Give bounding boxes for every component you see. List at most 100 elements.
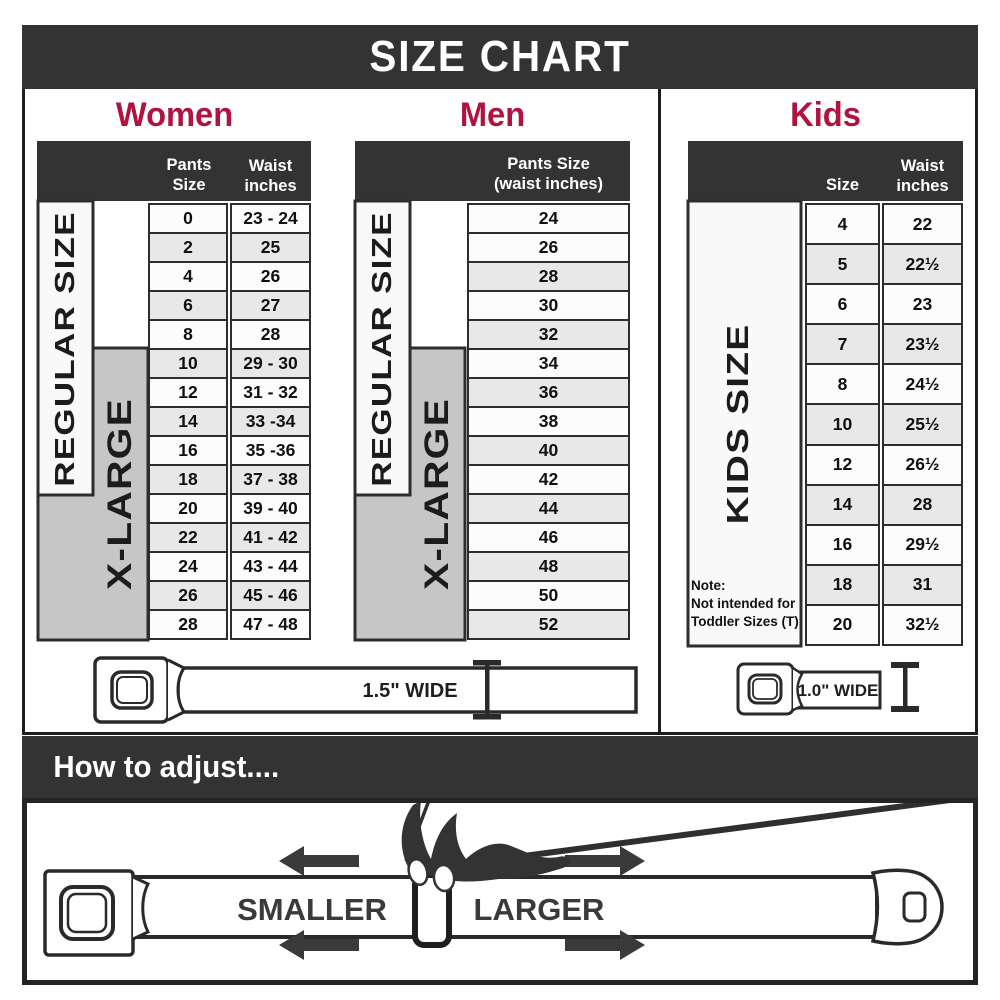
size-cell: 18 bbox=[148, 464, 228, 495]
size-row: 22 41 - 42 bbox=[148, 522, 311, 553]
frame-bottom-border bbox=[22, 732, 978, 735]
kids-toddler-note: Note: Not intended for Toddler Sizes (T) bbox=[691, 578, 799, 629]
waist-cell: 32½ bbox=[882, 603, 963, 647]
waist-cell: 35 -36 bbox=[230, 435, 311, 466]
size-cell: 22 bbox=[148, 522, 228, 553]
size-cell: 4 bbox=[805, 203, 880, 246]
women-size-table: 0 23 - 24 2 25 4 26 6 27 8 28 10 29 - 30 12 31 - 32 14… bbox=[148, 203, 311, 640]
size-cell: 18 bbox=[805, 563, 880, 606]
size-row: 12 31 - 32 bbox=[148, 377, 311, 408]
size-cell: 28 bbox=[467, 261, 630, 292]
how-to-adjust-bar: How to adjust.... bbox=[22, 736, 978, 798]
size-row: 42 bbox=[467, 464, 630, 495]
waist-cell: 22 bbox=[882, 203, 963, 246]
size-row: 14 33 -34 bbox=[148, 406, 311, 437]
size-cell: 50 bbox=[467, 580, 630, 611]
size-row: 40 bbox=[467, 435, 630, 466]
larger-label: LARGER bbox=[474, 892, 605, 927]
size-cell: 44 bbox=[467, 493, 630, 524]
size-row: 34 bbox=[467, 348, 630, 379]
size-row: 16 29½ bbox=[805, 523, 963, 566]
size-row: 2 25 bbox=[148, 232, 311, 263]
size-row: 16 35 -36 bbox=[148, 435, 311, 466]
size-row: 24 43 - 44 bbox=[148, 551, 311, 582]
size-cell: 34 bbox=[467, 348, 630, 379]
size-cell: 8 bbox=[148, 319, 228, 350]
women-size-range-labels: REGULAR SIZE X-LARGE bbox=[36, 199, 150, 642]
waist-cell: 28 bbox=[230, 319, 311, 350]
waist-cell: 29½ bbox=[882, 523, 963, 566]
waist-cell: 45 - 46 bbox=[230, 580, 311, 611]
size-cell: 32 bbox=[467, 319, 630, 350]
waist-cell: 47 - 48 bbox=[230, 609, 311, 640]
size-row: 18 37 - 38 bbox=[148, 464, 311, 495]
men-size-table: 24 26 28 30 32 34 36 38 40 42 44 46 48 50 52 bbox=[467, 203, 630, 640]
kids-table-header: Size Waist inches bbox=[688, 141, 963, 201]
size-row: 14 28 bbox=[805, 483, 963, 526]
size-cell: 20 bbox=[148, 493, 228, 524]
women-regular-size-label: REGULAR SIZE bbox=[48, 211, 80, 487]
size-row: 44 bbox=[467, 493, 630, 524]
page-title: SIZE CHART bbox=[369, 32, 631, 81]
size-row: 10 29 - 30 bbox=[148, 348, 311, 379]
waist-cell: 28 bbox=[882, 483, 963, 526]
men-regular-size-label: REGULAR SIZE bbox=[365, 211, 397, 487]
size-cell: 16 bbox=[148, 435, 228, 466]
size-cell: 20 bbox=[805, 603, 880, 647]
width-measure-mark bbox=[485, 661, 490, 718]
kids-section-divider bbox=[658, 89, 661, 735]
waist-cell: 25½ bbox=[882, 403, 963, 446]
waist-cell: 25 bbox=[230, 232, 311, 263]
women-xlarge-label: X-LARGE bbox=[100, 398, 138, 590]
size-row: 10 25½ bbox=[805, 403, 963, 446]
men-pants-size-column-header: Pants Size (waist inches) bbox=[493, 155, 604, 193]
kids-waist-column-header: Waist inches bbox=[896, 157, 949, 195]
size-row: 36 bbox=[467, 377, 630, 408]
smaller-arrow-top bbox=[279, 846, 359, 876]
kids-size-range-label: KIDS SIZE bbox=[686, 199, 803, 648]
size-row: 46 bbox=[467, 522, 630, 553]
size-cell: 4 bbox=[148, 261, 228, 292]
size-cell: 30 bbox=[467, 290, 630, 321]
waist-cell: 33 -34 bbox=[230, 406, 311, 437]
men-heading: Men bbox=[459, 96, 526, 134]
frame-left-border bbox=[22, 89, 25, 735]
pulled-strap-line bbox=[454, 794, 974, 868]
size-row: 32 bbox=[467, 319, 630, 350]
size-row: 20 39 - 40 bbox=[148, 493, 311, 524]
larger-arrow-bottom bbox=[565, 930, 645, 960]
belt-adjust-illustration: SMALLER LARGER bbox=[43, 794, 974, 960]
title-bar: SIZE CHART bbox=[22, 25, 978, 89]
size-row: 26 bbox=[467, 232, 630, 263]
size-row: 20 32½ bbox=[805, 603, 963, 647]
size-cell: 12 bbox=[805, 443, 880, 486]
men-size-range-labels: REGULAR SIZE X-LARGE bbox=[353, 199, 467, 642]
waist-cell: 43 - 44 bbox=[230, 551, 311, 582]
kids-size-label: KIDS SIZE bbox=[721, 324, 755, 525]
adult-belt-width-label: 1.5" WIDE bbox=[362, 680, 457, 702]
waist-cell: 26 bbox=[230, 261, 311, 292]
size-row: 6 23 bbox=[805, 283, 963, 326]
size-row: 4 26 bbox=[148, 261, 311, 292]
waist-cell: 23 - 24 bbox=[230, 203, 311, 234]
size-cell: 5 bbox=[805, 243, 880, 286]
frame-right-border bbox=[975, 89, 978, 735]
size-cell: 36 bbox=[467, 377, 630, 408]
size-row: 8 28 bbox=[148, 319, 311, 350]
waist-cell: 26½ bbox=[882, 443, 963, 486]
size-row: 12 26½ bbox=[805, 443, 963, 486]
size-row: 7 23½ bbox=[805, 323, 963, 366]
waist-cell: 39 - 40 bbox=[230, 493, 311, 524]
kids-size-table: 4 22 5 22½ 6 23 7 23½ 8 24½ 10 25½ 12 26½ 14 28 16 29½ 18 3… bbox=[805, 203, 963, 647]
kids-belt-width-illustration: 1.0" WIDE bbox=[736, 662, 919, 716]
size-row: 18 31 bbox=[805, 563, 963, 606]
size-row: 50 bbox=[467, 580, 630, 611]
size-cell: 26 bbox=[467, 232, 630, 263]
men-table-header: Pants Size (waist inches) bbox=[355, 141, 630, 201]
women-table-header: Pants Size Waist inches bbox=[37, 141, 311, 201]
waist-cell: 29 - 30 bbox=[230, 348, 311, 379]
size-row: 38 bbox=[467, 406, 630, 437]
waist-cell: 22½ bbox=[882, 243, 963, 286]
size-row: 48 bbox=[467, 551, 630, 582]
